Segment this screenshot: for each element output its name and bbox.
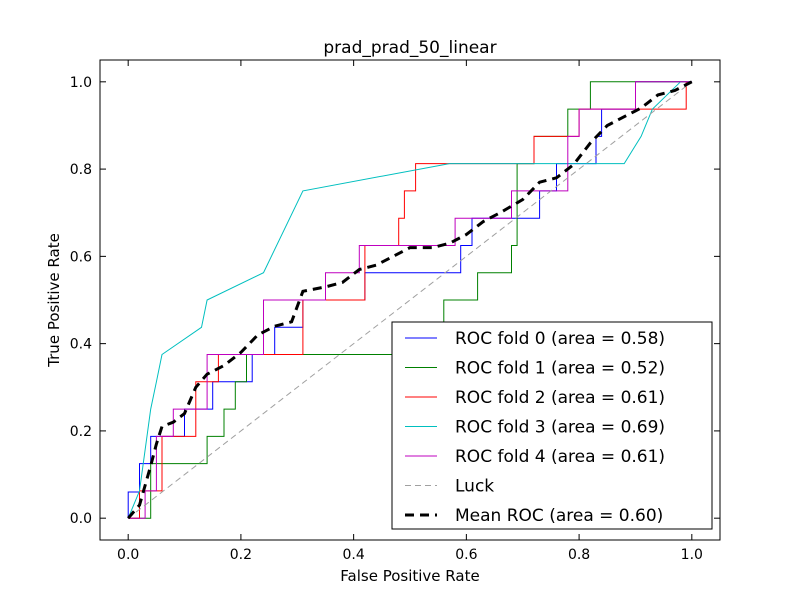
legend-label-2: ROC fold 2 (area = 0.61) bbox=[455, 388, 665, 408]
ticks-layer: 0.0 0.2 0.4 0.6 0.8 1.0 0.0 0.2 0.4 0.6 0.8 1.0 bbox=[70, 60, 720, 563]
x-axis-label: False Positive Rate bbox=[340, 567, 479, 585]
legend-label-0: ROC fold 0 (area = 0.58) bbox=[455, 329, 665, 349]
series-line-5 bbox=[127, 81, 693, 519]
legend-label-4: ROC fold 4 (area = 0.61) bbox=[455, 447, 665, 467]
x-tick-label: 1.0 bbox=[681, 547, 703, 563]
series-line-6 bbox=[127, 80, 693, 520]
legend: ROC fold 0 (area = 0.58) ROC fold 1 (area… bbox=[391, 321, 713, 530]
series-layer bbox=[127, 80, 693, 520]
y-tick-label: 0.2 bbox=[70, 424, 92, 440]
x-tick-label: 0.0 bbox=[117, 547, 139, 563]
y-tick-label: 0.8 bbox=[70, 162, 92, 178]
legend-frame bbox=[391, 321, 713, 530]
x-tick-label: 0.4 bbox=[343, 547, 365, 563]
y-tick-label: 0.0 bbox=[70, 511, 92, 527]
legend-label-5: Luck bbox=[455, 477, 494, 497]
legend-label-1: ROC fold 1 (area = 0.52) bbox=[455, 359, 665, 379]
chart-title: prad_prad_50_linear bbox=[323, 38, 496, 58]
y-tick-label: 0.4 bbox=[70, 337, 92, 353]
x-tick-label: 0.8 bbox=[568, 547, 590, 563]
legend-label-3: ROC fold 3 (area = 0.69) bbox=[455, 418, 665, 438]
legend-label-6: Mean ROC (area = 0.60) bbox=[455, 506, 663, 526]
x-tick-label: 0.6 bbox=[455, 547, 477, 563]
y-tick-label: 0.6 bbox=[70, 249, 92, 265]
y-axis-label: True Positive Rate bbox=[45, 233, 63, 368]
x-tick-label: 0.2 bbox=[230, 547, 252, 563]
series-line-3 bbox=[127, 81, 681, 519]
y-tick-label: 1.0 bbox=[70, 75, 92, 91]
series-line-1 bbox=[128, 81, 692, 519]
plot-area-frame bbox=[99, 59, 721, 541]
series-line-4 bbox=[128, 81, 692, 519]
